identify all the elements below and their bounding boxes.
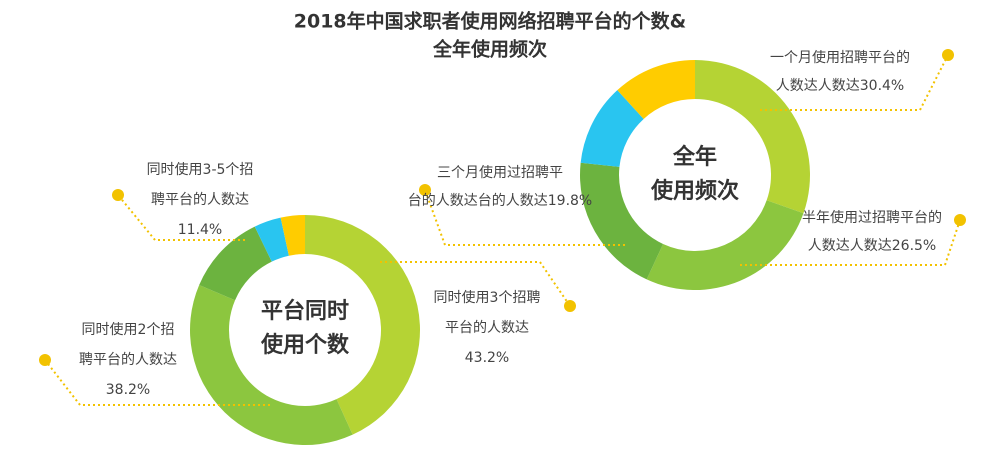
value-label: 26.5% <box>892 238 936 254</box>
donut-segment <box>190 284 353 445</box>
annotation: 同时使用3个招聘 <box>434 289 541 306</box>
value-label: 19.8% <box>548 193 592 209</box>
donut-segment <box>579 162 664 280</box>
donut-segment <box>646 200 804 290</box>
donut-segment <box>199 226 272 301</box>
annotation: 台的人数达台的人数达19.8% <box>408 193 592 209</box>
annotation: 台的人数达 <box>478 193 548 209</box>
center-label: 使用频次 <box>650 178 739 204</box>
center-label: 使用个数 <box>260 332 350 358</box>
annotation: 平台的人数达 <box>445 320 529 336</box>
chart-title: 全年使用频次 <box>432 38 547 61</box>
leader-line <box>424 189 625 246</box>
leader-line <box>740 219 961 266</box>
value-label: 38.2% <box>106 382 150 398</box>
annotation: 一个月使用招聘平台的 <box>770 49 910 66</box>
center-label: 全年 <box>672 144 717 170</box>
leader-line <box>117 194 245 241</box>
donut-segment <box>254 217 289 262</box>
chart-title: 2018年中国求职者使用网络招聘平台的个数& <box>294 10 686 33</box>
annotation: 人数达人数达26.5% <box>808 238 936 254</box>
leader-dot <box>419 184 431 196</box>
donut-segment <box>695 60 810 214</box>
annotation: 三个月使用过招聘平 <box>437 164 563 181</box>
annotation: 人数达 <box>818 78 860 94</box>
value-label: 30.4% <box>860 78 904 94</box>
center-label: 平台同时 <box>261 298 349 324</box>
leader-dot <box>942 49 954 61</box>
annotation: 聘平台的人数达 <box>79 352 177 368</box>
leader-dot <box>954 214 966 226</box>
annotation: 同时使用3-5个招 <box>147 161 254 178</box>
leader-dot <box>112 189 124 201</box>
donut-segment <box>617 60 695 119</box>
annotation: 半年使用过招聘平台的 <box>802 209 942 226</box>
leader-dot <box>39 354 51 366</box>
donut-segment <box>305 215 421 435</box>
annotation: 人数达 <box>850 238 892 254</box>
annotation: 聘平台的人数达 <box>151 192 249 208</box>
leader-dot <box>564 300 576 312</box>
annotation: 同时使用2个招 <box>82 321 175 338</box>
leader-line <box>760 54 949 111</box>
leader-line <box>44 359 270 406</box>
leader-line <box>380 261 571 307</box>
value-label: 11.4% <box>178 222 222 238</box>
donut-segment <box>280 215 305 256</box>
donut-segment <box>580 90 644 167</box>
annotation: 人数达人数达30.4% <box>776 78 904 94</box>
value-label: 43.2% <box>465 350 509 366</box>
